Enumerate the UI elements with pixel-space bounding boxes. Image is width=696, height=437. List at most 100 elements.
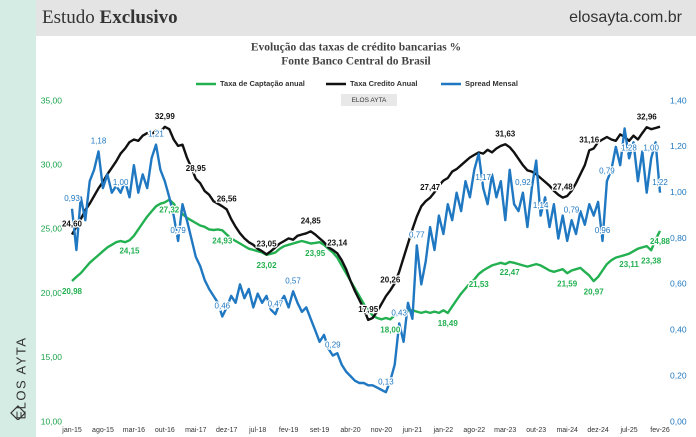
- x-tick-label: jul-25: [619, 427, 637, 434]
- title-word: Estudo: [42, 7, 95, 28]
- x-tick-label: mai-24: [556, 427, 578, 434]
- data-label: 21,59: [557, 279, 578, 288]
- data-label: 22,47: [500, 268, 521, 277]
- x-tick-label: mar-23: [494, 427, 516, 434]
- header: Estudo Exclusivo elosayta.com.br: [36, 0, 696, 36]
- data-label: 0,79: [564, 205, 580, 214]
- y-tick-label: 10,00: [41, 416, 63, 426]
- x-tick-label: nov-20: [371, 427, 393, 434]
- data-label: 1,00: [113, 178, 129, 187]
- data-label: 0,43: [391, 309, 407, 318]
- data-label: 32,99: [155, 112, 176, 121]
- data-label: 0,57: [285, 276, 301, 285]
- data-label: 1,28: [621, 143, 637, 152]
- y-tick-label: 20,00: [41, 288, 63, 298]
- data-label: 27,47: [420, 183, 441, 192]
- y2-tick-label: 0,60: [670, 279, 687, 289]
- x-tick-label: jan-15: [61, 427, 82, 434]
- y-tick-label: 35,00: [41, 95, 63, 105]
- data-label: 23,38: [641, 256, 662, 265]
- data-label: 0,29: [325, 341, 341, 350]
- data-label: 0,92: [515, 178, 531, 187]
- series-line: [70, 125, 661, 322]
- chart-subtitle: Fonte Banco Central do Brasil: [281, 56, 431, 68]
- data-label: 0,96: [595, 226, 611, 235]
- data-label: 23,05: [257, 240, 278, 249]
- data-label: 32,96: [637, 112, 658, 121]
- data-label: 1,14: [533, 201, 549, 210]
- x-tick-label: dez-24: [587, 427, 609, 434]
- data-label: 17,95: [358, 305, 379, 314]
- x-tick-label: mar-16: [123, 427, 145, 434]
- data-label: 23,11: [619, 260, 639, 269]
- x-tick-label: out-16: [155, 427, 175, 434]
- data-label: 24,85: [301, 216, 322, 225]
- series-line: [70, 127, 662, 394]
- y-tick-label: 15,00: [41, 352, 63, 362]
- x-tick-label: out-23: [526, 427, 546, 434]
- data-label: 23,14: [327, 238, 348, 247]
- x-tick-label: dez-17: [216, 427, 238, 434]
- data-label: 0,46: [215, 302, 231, 311]
- brand-logo: [10, 405, 26, 420]
- data-label: 20,98: [62, 287, 83, 296]
- legend-label: Spread Mensal: [465, 79, 518, 88]
- data-label: 27,48: [553, 183, 574, 192]
- x-tick-label: ago-15: [92, 427, 114, 434]
- chart: Evolução das taxas de crédito bancarias …: [41, 42, 687, 434]
- data-label: 0,77: [409, 231, 425, 240]
- brand-text: ELOS AYTA: [13, 336, 28, 419]
- data-label: 0,47: [268, 299, 284, 308]
- x-tick-label: jan-22: [433, 427, 454, 434]
- x-tick-label: jul-18: [248, 427, 266, 434]
- data-label: 24,93: [212, 236, 233, 245]
- data-label: 18,49: [438, 319, 459, 328]
- x-tick-label: mai-17: [185, 427, 207, 434]
- title-bold: Exclusivo: [99, 7, 178, 28]
- y2-tick-label: 0,80: [670, 233, 687, 243]
- data-label: 31,63: [495, 129, 516, 138]
- x-tick-label: jun-21: [402, 427, 423, 434]
- data-label: 21,53: [469, 280, 490, 289]
- data-label: 20,97: [584, 287, 605, 296]
- legend-label: Taxa de Captação anual: [220, 79, 305, 88]
- data-label: 1,00: [643, 143, 659, 152]
- x-tick-label: set-19: [310, 427, 330, 434]
- data-label: 1,21: [148, 130, 164, 139]
- y2-tick-label: 0,20: [670, 370, 687, 380]
- data-label: 23,02: [257, 261, 278, 270]
- brand-strip: ELOS AYTA: [10, 336, 28, 420]
- y-tick-label: 25,00: [41, 224, 63, 234]
- y2-tick-label: 1,20: [670, 141, 687, 151]
- data-label: 1,22: [652, 178, 668, 187]
- x-tick-label: abr-20: [340, 427, 360, 434]
- x-tick-label: fev-26: [650, 427, 670, 434]
- data-label: 20,26: [380, 275, 401, 284]
- y2-tick-label: 1,00: [670, 187, 687, 197]
- data-label: 0,79: [599, 166, 615, 175]
- data-label: 0,93: [64, 194, 80, 203]
- data-label: 1,18: [91, 137, 107, 146]
- side-strip: [0, 0, 36, 437]
- data-label: 24,60: [62, 220, 83, 229]
- data-label: 24,15: [119, 246, 140, 255]
- data-label: 18,00: [380, 325, 401, 334]
- data-label: 0,79: [170, 226, 186, 235]
- badge-text: ELOS AYTA: [352, 97, 387, 104]
- x-tick-label: fev-19: [279, 427, 299, 434]
- data-label: 0,13: [378, 377, 394, 386]
- header-title: Estudo Exclusivo: [42, 7, 178, 29]
- y2-tick-label: 0,40: [670, 325, 687, 335]
- y2-tick-label: 0,00: [670, 416, 687, 426]
- data-label: 26,56: [217, 194, 238, 203]
- data-label: 27,32: [159, 206, 180, 215]
- data-label: 1,17: [475, 173, 491, 182]
- site: elosayta.com.br: [569, 9, 682, 26]
- data-label: 24,88: [650, 237, 671, 246]
- data-label: 23,95: [305, 249, 326, 258]
- y-tick-label: 30,00: [41, 159, 63, 169]
- y2-tick-label: 1,40: [670, 95, 687, 105]
- chart-title: Evolução das taxas de crédito bancarias …: [251, 42, 461, 54]
- badge: [341, 94, 397, 106]
